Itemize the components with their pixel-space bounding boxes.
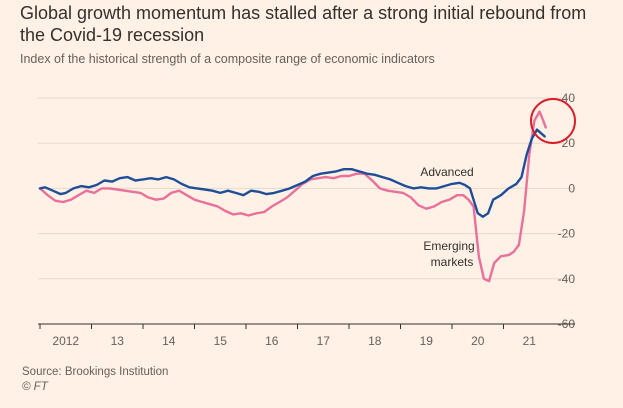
annotations: Advanced Emerging markets bbox=[420, 98, 576, 269]
chart-subtitle: Index of the historical strength of a co… bbox=[20, 52, 435, 66]
emerging-label-line2: markets bbox=[431, 255, 474, 269]
y-tick-label: 0 bbox=[568, 181, 575, 195]
x-tick-label: 13 bbox=[111, 334, 125, 348]
source-note: Source: Brookings Institution bbox=[22, 366, 169, 378]
x-tick-label: 14 bbox=[162, 334, 176, 348]
y-tick-label: 20 bbox=[562, 136, 576, 150]
x-tick-label: 19 bbox=[420, 334, 434, 348]
x-tick-label: 16 bbox=[265, 334, 279, 348]
chart-title: Global growth momentum has stalled after… bbox=[20, 3, 587, 45]
emerging-label-line1: Emerging bbox=[423, 239, 474, 253]
x-tick-label: 15 bbox=[214, 334, 228, 348]
advanced-series-line bbox=[38, 128, 546, 218]
x-tick-label: 17 bbox=[317, 334, 331, 348]
x-tick-label: 2012 bbox=[52, 334, 79, 348]
advanced-label: Advanced bbox=[420, 165, 473, 179]
gridlines bbox=[38, 97, 575, 280]
highlight-circle bbox=[530, 98, 576, 144]
emerging-series-line bbox=[38, 110, 547, 283]
series-lines bbox=[38, 110, 547, 283]
x-tick-label: 21 bbox=[523, 334, 537, 348]
ft-credit: © FT bbox=[22, 381, 48, 393]
x-axis: 2012 13 14 15 16 17 18 19 20 21 bbox=[38, 323, 575, 348]
x-tick-label: 18 bbox=[368, 334, 382, 348]
x-tick-label: 20 bbox=[471, 334, 485, 348]
y-tick-label: -40 bbox=[558, 272, 576, 286]
y-tick-label: -20 bbox=[558, 227, 576, 241]
